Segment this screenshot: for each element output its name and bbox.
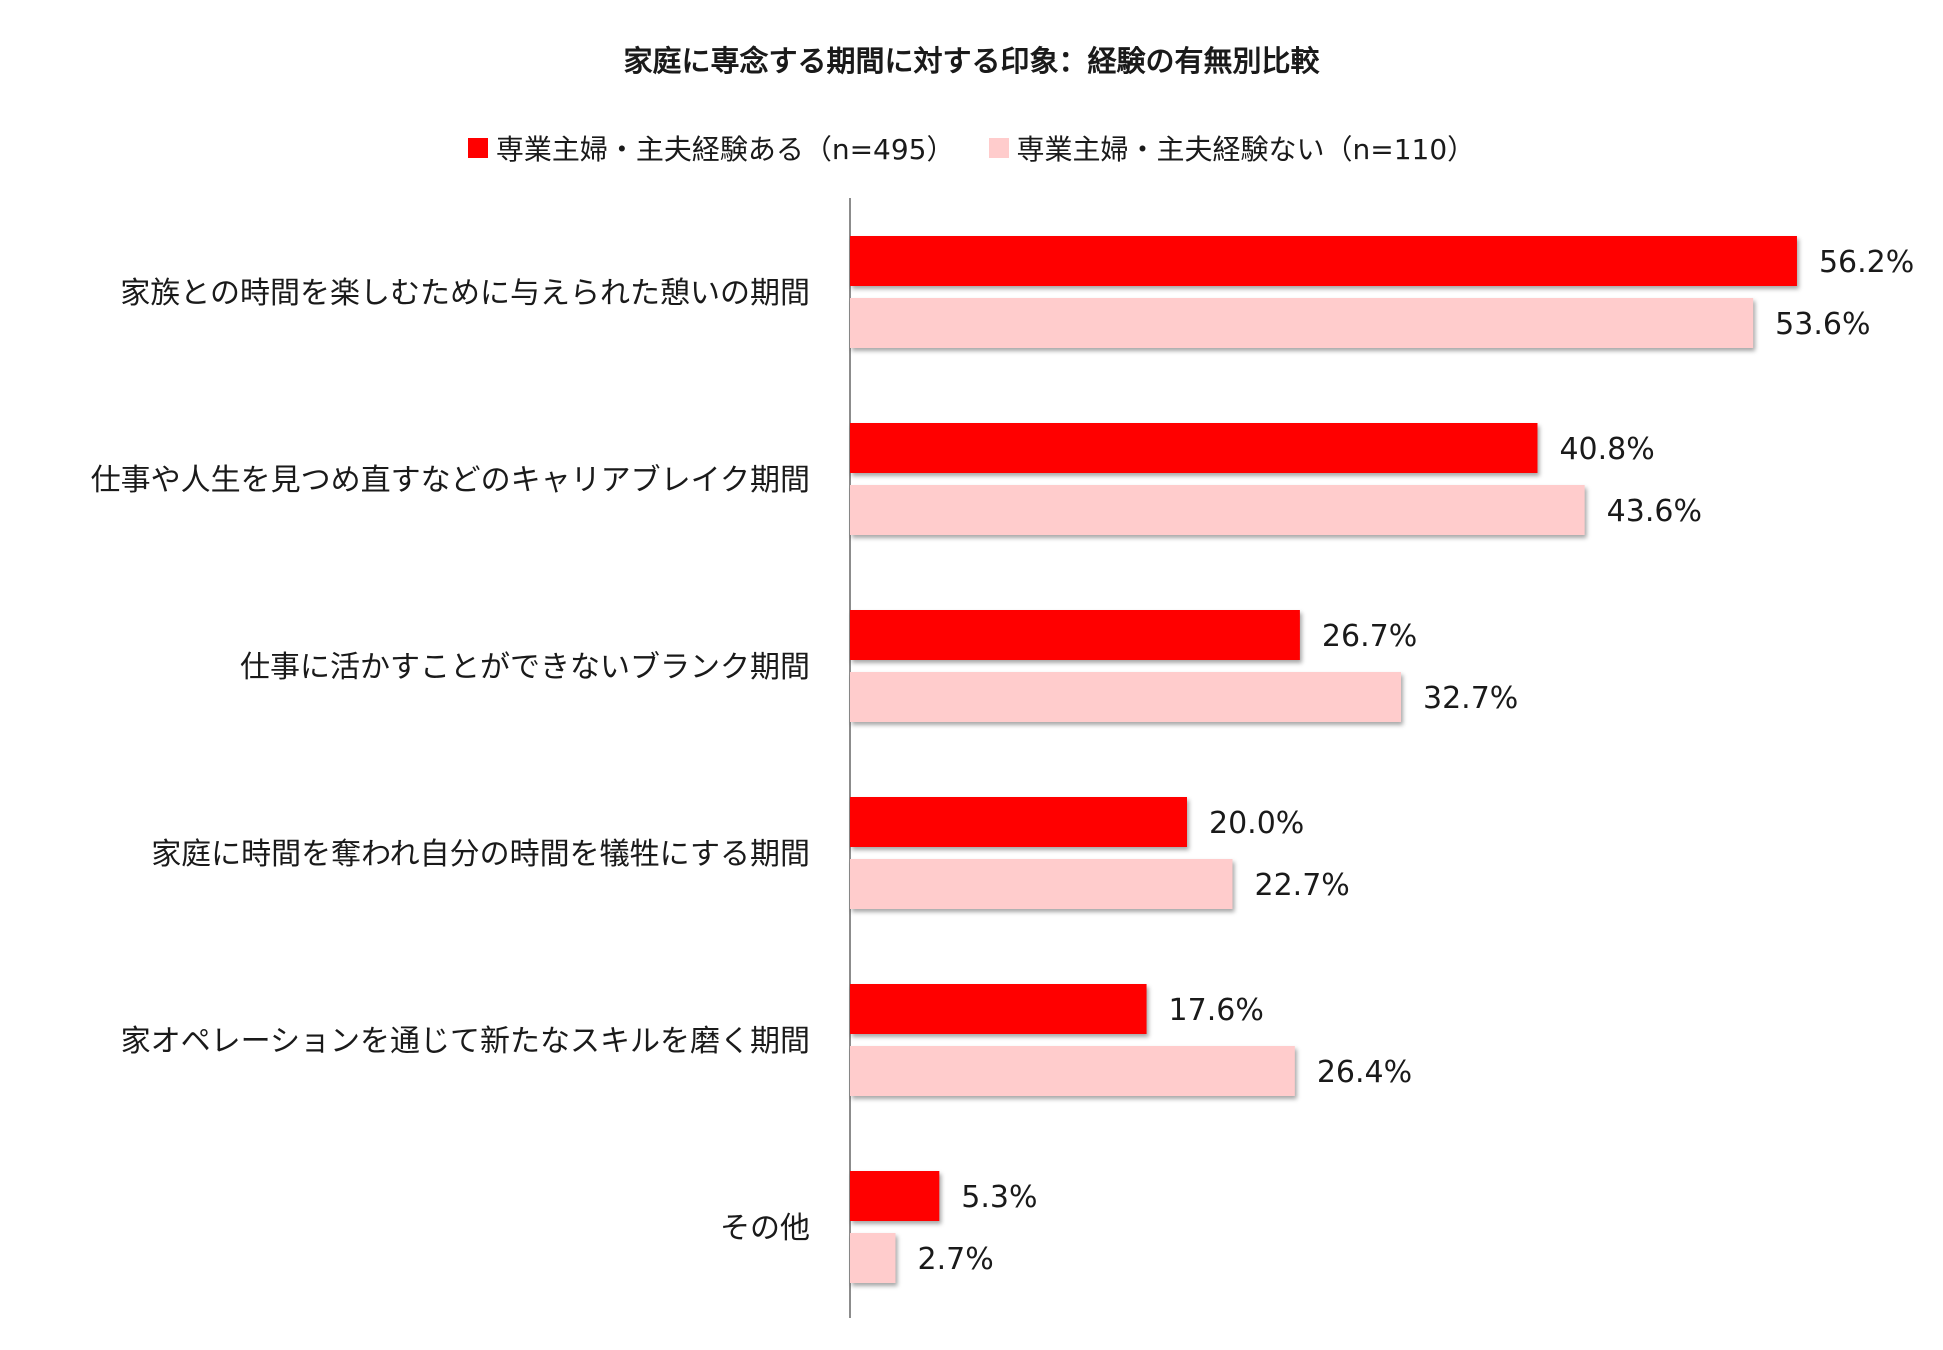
data-label: 17.6% <box>1169 993 1264 1028</box>
bar-not-experienced <box>850 1046 1295 1096</box>
category-label: 家族との時間を楽しむために与えられた憩いの期間 <box>120 276 810 311</box>
data-label: 40.8% <box>1559 432 1654 467</box>
bar-experienced <box>850 610 1300 660</box>
bar-not-experienced <box>850 485 1585 535</box>
bar-not-experienced <box>850 859 1233 909</box>
bar-experienced <box>850 797 1187 847</box>
category-label: 仕事や人生を見つめ直すなどのキャリアブレイク期間 <box>91 463 810 498</box>
legend-label-experienced: 専業主婦・主夫経験ある（n=495） <box>495 133 955 166</box>
legend-label-not-experienced: 専業主婦・主夫経験ない（n=110） <box>1016 133 1476 166</box>
category-label: 家庭に時間を奪われ自分の時間を犠牲にする期間 <box>151 837 810 872</box>
data-label: 22.7% <box>1254 868 1349 903</box>
bar-not-experienced <box>850 1233 896 1283</box>
legend-item-experienced: 専業主婦・主夫経験ある（n=495） <box>467 128 955 168</box>
data-label: 53.6% <box>1775 307 1870 342</box>
bar-experienced <box>850 423 1538 473</box>
category-label: 家オペレーションを通じて新たなスキルを磨く期間 <box>121 1024 810 1059</box>
bar-experienced <box>850 1171 940 1221</box>
legend-swatch-experienced <box>467 138 488 158</box>
legend-item-not-experienced: 専業主婦・主夫経験ない（n=110） <box>988 128 1476 168</box>
bar-experienced <box>850 236 1797 286</box>
data-label: 26.7% <box>1322 619 1417 654</box>
chart-title: 家庭に専念する期間に対する印象：経験の有無別比較 <box>623 44 1320 78</box>
data-label: 43.6% <box>1607 494 1702 529</box>
bar-not-experienced <box>850 298 1754 348</box>
bar-experienced <box>850 984 1147 1034</box>
data-label: 32.7% <box>1423 681 1518 716</box>
legend: 専業主婦・主夫経験ある（n=495） 専業主婦・主夫経験ない（n=110） <box>0 128 1943 168</box>
category-label: その他 <box>720 1211 810 1246</box>
data-label: 5.3% <box>961 1180 1037 1215</box>
bar-not-experienced <box>850 672 1401 722</box>
category-label: 仕事に活かすことができないブランク期間 <box>240 650 810 685</box>
data-label: 2.7% <box>917 1242 993 1277</box>
data-label: 20.0% <box>1209 806 1304 841</box>
legend-swatch-not-experienced <box>988 138 1009 158</box>
data-label: 26.4% <box>1317 1055 1412 1090</box>
data-label: 56.2% <box>1819 245 1914 280</box>
